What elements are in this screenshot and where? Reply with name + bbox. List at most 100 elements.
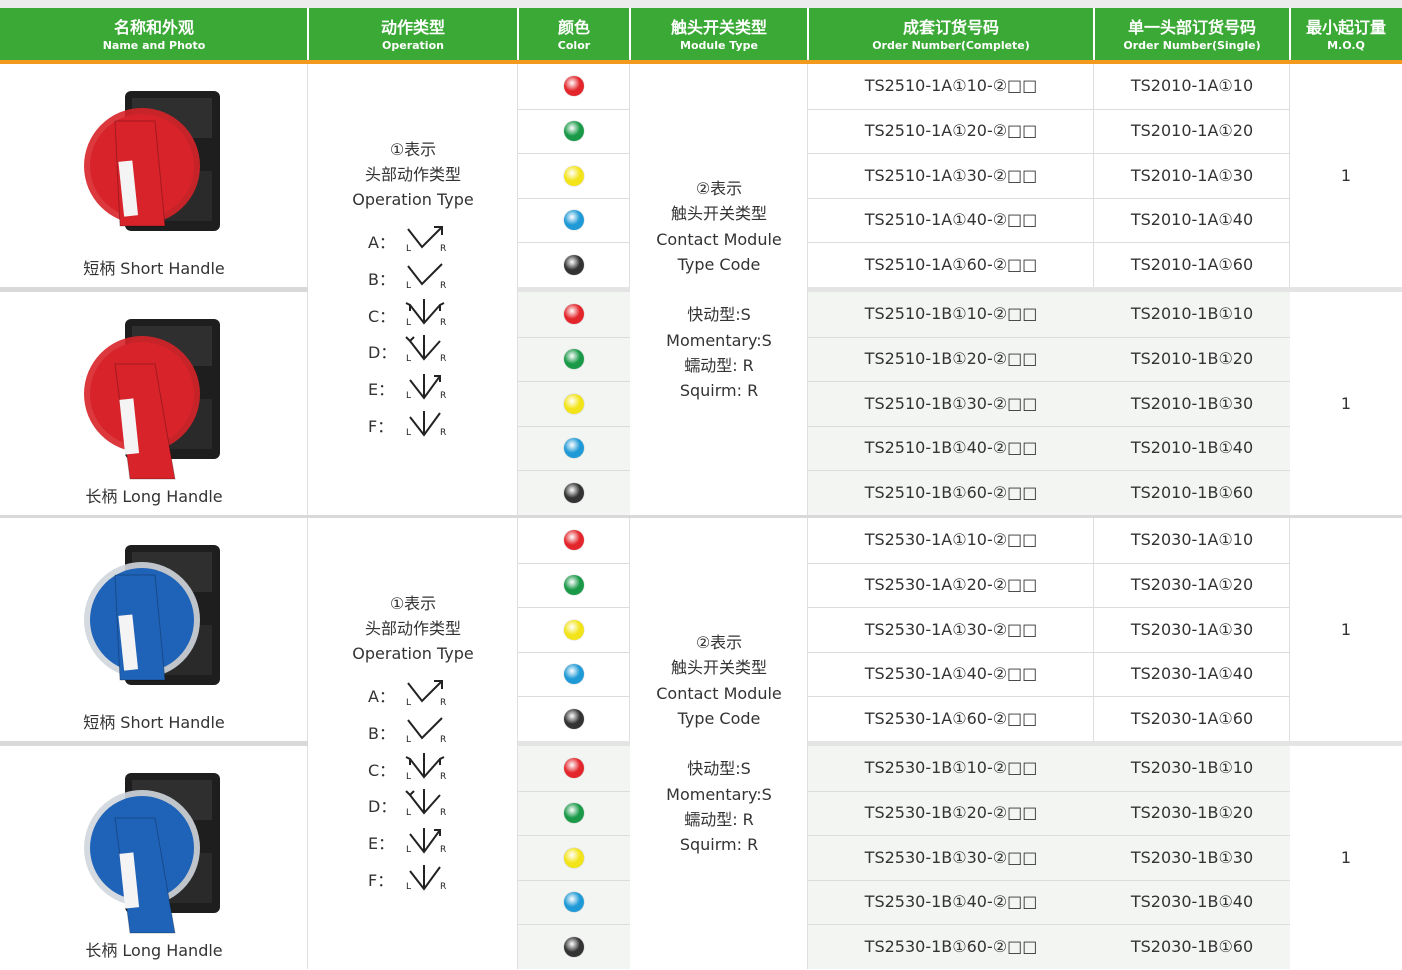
row-line [808,242,1290,244]
photo [70,758,240,938]
row-line [518,153,630,155]
moq: 1 [1340,619,1352,639]
order-complete: TS2510-1B①60-②□□ [864,482,1038,502]
row-line [518,242,630,244]
header-divider [807,8,809,60]
row-line [518,651,630,653]
icon-label-left: L [406,391,411,400]
icon-label-right: R [440,244,446,253]
header-divider [307,8,309,60]
operation-text: ①表示 [389,140,437,159]
header-en: Order Number(Single) [1123,39,1261,52]
header-en: Color [557,39,591,52]
module-text: Squirm: R [679,835,759,855]
order-complete: TS2510-1A①20-②□□ [864,120,1038,140]
module-text: 蠕动型: R [684,355,754,375]
order-single: TS2030-1A①40 [1130,664,1254,684]
header-divider [517,8,519,60]
order-single: TS2030-1B①30 [1130,847,1254,867]
order-complete: TS2510-1B①30-②□□ [864,393,1038,413]
row-line [518,696,630,698]
color-dot [564,847,584,868]
subgroup-band [518,287,630,292]
icon-label-left: L [406,772,411,781]
order-single: TS2010-1B①40 [1130,438,1254,458]
header-zh: 名称和外观 [113,18,194,37]
order-complete: TS2530-1A①30-②□□ [864,619,1038,639]
row-line [518,108,630,110]
row-line [808,381,1290,383]
icon-label-right: R [440,698,446,707]
module-text: Momentary:S [666,784,772,804]
header-zh: 触头开关类型 [670,18,767,37]
operation-letter: B： [368,723,395,743]
moq: 1 [1340,393,1352,413]
icon-v [407,680,443,703]
lever-highlight [119,398,140,455]
color-dot [564,758,584,779]
icon-label-right: R [440,354,446,363]
row-line [808,924,1290,926]
header-divider [629,8,631,60]
header-en: Operation [382,39,444,52]
module-text: 快动型:S [687,759,751,779]
order-complete: TS2530-1A①40-②□□ [864,664,1038,684]
lever-highlight [118,614,139,671]
order-complete: TS2530-1B①30-②□□ [864,847,1038,867]
icon-arrow [439,301,445,311]
order-complete: TS2530-1B①40-②□□ [864,892,1038,912]
order-single: TS2010-1A①10 [1130,76,1254,96]
header-en: Order Number(Complete) [872,39,1030,52]
color-dot [564,304,584,325]
header-en: Module Type [680,39,758,52]
row-line [808,607,1290,609]
row-line [808,470,1290,472]
header-zh: 单一头部订货号码 [1127,18,1256,37]
order-single: TS2010-1A①40 [1130,210,1254,230]
icon-label-left: L [406,698,411,707]
order-complete: TS2510-1A①30-②□□ [864,165,1038,185]
module-text: ②表示 [695,179,743,198]
row-line [518,879,630,881]
module-text: 快动型:S [687,305,751,325]
icon-arrow [439,755,445,765]
header-divider [1289,8,1291,60]
icon-arrow [434,680,443,689]
header-zh: 最小起订量 [1305,18,1386,37]
moq: 1 [1340,165,1352,185]
photo [70,530,240,710]
order-single: TS2010-1A①20 [1130,120,1254,140]
order-complete: TS2510-1A①10-②□□ [864,76,1038,96]
icon-arrow [434,829,441,837]
row-line [808,562,1290,564]
operation-letter: B： [368,269,395,289]
icon-arrow [405,790,415,797]
icon-label-left: L [406,244,411,253]
operation-letter: C： [368,306,396,326]
subgroup-band [808,741,1402,746]
product-photo [84,91,220,231]
color-dot [564,348,584,369]
order-single: TS2010-1B①20 [1130,348,1254,368]
order-complete: TS2530-1B①60-②□□ [864,936,1038,956]
icon-label-right: R [440,772,446,781]
handle-label: 短柄 Short Handle [83,259,225,278]
icon-label-left: L [406,281,411,290]
color-dot [564,482,584,503]
order-single: TS2030-1A①10 [1130,530,1254,550]
row-line [808,651,1290,653]
